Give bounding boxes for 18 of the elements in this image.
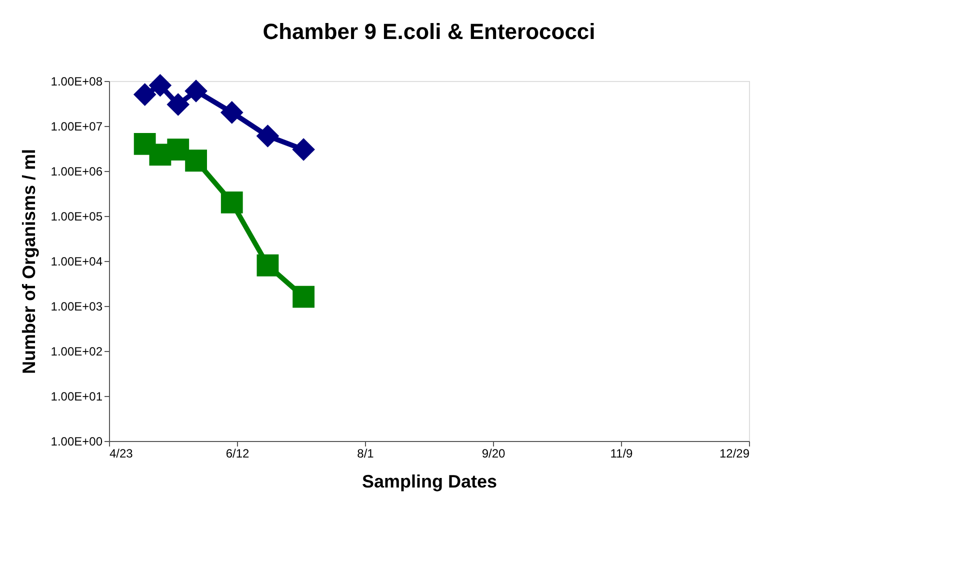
x-tick-label: 9/20 (482, 446, 506, 460)
x-tick-label: 4/23 (110, 446, 134, 460)
y-tick-label: 1.00E+06 (50, 164, 103, 178)
x-tick-label: 11/9 (610, 446, 634, 460)
y-tick-label: 1.00E+03 (50, 300, 103, 314)
y-tick-label: 1.00E+08 (50, 74, 103, 88)
y-tick-label: 1.00E+05 (50, 210, 103, 224)
y-tick-label: 1.00E+04 (50, 254, 103, 268)
chart-title: Chamber 9 E.coli & Enterococci (262, 18, 596, 44)
x-tick-label: 8/1 (357, 446, 374, 460)
y-tick-label: 1.00E+02 (50, 344, 103, 358)
y-tick-label: 1.00E+00 (50, 434, 103, 448)
x-tick-label: 6/12 (226, 446, 250, 460)
y-axis-title: Number of Organisms / ml (18, 148, 39, 374)
y-tick-label: 1.00E+01 (50, 390, 103, 404)
x-tick-label: 12/29 (719, 446, 750, 460)
y-tick-label: 1.00E+07 (50, 120, 103, 134)
x-axis-title: Sampling Dates (362, 472, 498, 492)
